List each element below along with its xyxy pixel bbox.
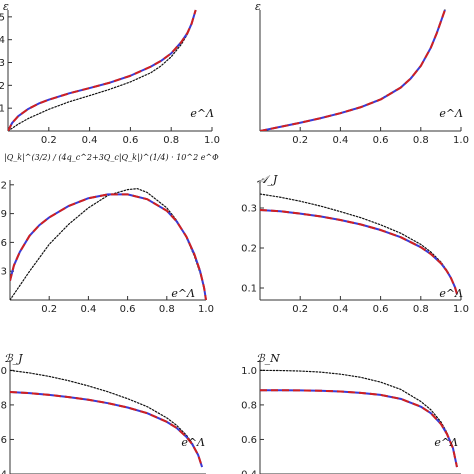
panel-6: 0.4 0.6 0.8 1.0ℬ_N e^Λ <box>241 352 461 474</box>
x-tick-label: 1.0 <box>453 304 469 315</box>
series-dashed-line <box>10 390 204 468</box>
y-tick-label: 0.2 <box>241 244 257 255</box>
x-tick-label: 0.2 <box>292 135 308 146</box>
y-tick-label: 0.4 <box>241 470 257 474</box>
series-dashed-line <box>260 209 458 295</box>
x-tick-label: 0.8 <box>413 135 429 146</box>
series-dotted-line <box>10 188 207 300</box>
x-axis-label: e^Λ <box>439 287 463 300</box>
x-tick-label: 0.4 <box>80 304 96 315</box>
x-tick-label: 0.4 <box>332 135 348 146</box>
x-tick-label: 0.2 <box>41 304 57 315</box>
y-tick-label: 0.3 <box>241 204 257 215</box>
y-axis-label: ε <box>3 0 9 13</box>
y-tick-label: 2 <box>0 81 5 92</box>
y-tick-label: 3 <box>1 267 7 278</box>
panel-5: 0.4 0.6 0.8 1.0ℬ_J e^Λ <box>0 352 206 474</box>
panel-4: 0.2 0.4 0.6 0.8 1.0 0.1 0.2 0.3 𝒜_J e^Λ <box>241 173 469 315</box>
y-tick-label: 4 <box>0 35 5 46</box>
series-dotted-line <box>260 193 458 295</box>
series-dashed-line <box>8 9 197 131</box>
panel-2: 0.2 0.4 0.6 0.8 1.0 ε e^Λ <box>255 0 469 146</box>
series-solid-line <box>260 9 446 131</box>
y-tick-label: 12 <box>0 180 7 191</box>
y-tick-label: 1.0 <box>241 366 257 377</box>
x-axis-label: e^Λ <box>190 107 214 120</box>
x-axis-label: e^Λ <box>434 436 458 449</box>
series-dashed-line <box>260 9 446 131</box>
x-tick-label: 0.4 <box>332 304 348 315</box>
series-dotted-line <box>8 9 197 131</box>
y-tick-label: 0.4 <box>0 470 7 474</box>
series-dotted-line <box>260 369 458 468</box>
y-axis-label: ℬ_J <box>4 352 23 365</box>
y-tick-label: 5 <box>0 12 5 23</box>
series-solid-line <box>260 209 458 295</box>
y-tick-label: 0.8 <box>0 400 7 411</box>
panel-1: 0.2 0.4 0.6 0.8 1.0 1 2 3 4 5ε e^Λ <box>0 0 220 146</box>
x-tick-label: 0.2 <box>41 135 57 146</box>
y-tick-label: 0.1 <box>241 284 257 295</box>
y-tick-label: 0.6 <box>0 435 7 446</box>
x-tick-label: 0.2 <box>292 304 308 315</box>
panel-3: 0.2 0.4 0.6 0.8 1.0 3 6 9 12 |Q_k|^(3/2) / (4q_c^… <box>0 153 219 315</box>
x-tick-label: 1.0 <box>204 135 220 146</box>
y-tick-label: 0.8 <box>241 400 257 411</box>
y-axis-label: 𝒜_J <box>257 173 278 186</box>
x-tick-label: 0.8 <box>159 304 175 315</box>
y-tick-label: 6 <box>1 238 7 249</box>
series-solid-line <box>10 193 207 300</box>
series-dotted-line <box>10 369 203 468</box>
x-tick-label: 0.8 <box>163 135 179 146</box>
y-axis-label: ℬ_N <box>256 352 280 365</box>
series-solid-line <box>10 390 204 468</box>
x-tick-label: 0.6 <box>373 304 389 315</box>
x-axis-label: e^Λ <box>171 287 195 300</box>
series-solid-line <box>8 9 197 131</box>
y-tick-label: 1.0 <box>0 366 7 377</box>
y-axis-label: |Q_k|^(3/2) / (4q_c^2+3Q_c|Q_k|)^(1/4) ·… <box>4 153 219 162</box>
y-axis-label: ε <box>255 0 261 13</box>
x-tick-label: 0.6 <box>373 135 389 146</box>
x-tick-label: 1.0 <box>198 304 214 315</box>
series-dashed-line <box>260 389 458 468</box>
series-dashed-line <box>10 193 207 300</box>
y-tick-label: 1 <box>0 104 5 115</box>
x-tick-label: 1.0 <box>453 135 469 146</box>
x-tick-label: 0.8 <box>413 304 429 315</box>
x-tick-label: 0.4 <box>82 135 98 146</box>
x-axis-label: e^Λ <box>439 107 463 120</box>
series-solid-line <box>260 389 458 468</box>
y-tick-label: 9 <box>1 209 7 220</box>
y-tick-label: 3 <box>0 58 5 69</box>
x-axis-label: e^Λ <box>181 436 205 449</box>
x-tick-label: 0.6 <box>120 304 136 315</box>
x-tick-label: 0.6 <box>122 135 138 146</box>
y-tick-label: 0.6 <box>241 435 257 446</box>
